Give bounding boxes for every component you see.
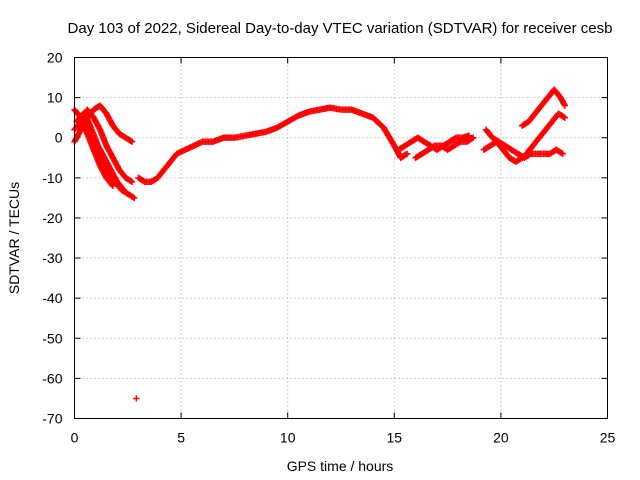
y-tick-label: -20 bbox=[42, 210, 62, 226]
data-point bbox=[128, 138, 136, 145]
series-track-d bbox=[81, 110, 127, 194]
series-track-a bbox=[71, 102, 136, 145]
series-track-j bbox=[519, 86, 569, 129]
data-point bbox=[469, 134, 477, 141]
data-point bbox=[129, 193, 137, 201]
data-point bbox=[560, 113, 567, 121]
y-axis-label: SDTVAR / TECUs bbox=[6, 182, 22, 294]
x-tick-label: 25 bbox=[600, 430, 616, 446]
chart-title: Day 103 of 2022, Sidereal Day-to-day VTE… bbox=[68, 20, 613, 37]
series-track-main bbox=[135, 104, 411, 186]
x-tick-labels: 0 5 10 15 20 25 bbox=[71, 430, 616, 446]
series-track-i bbox=[480, 138, 526, 165]
series-track-e bbox=[71, 106, 136, 186]
data-point bbox=[127, 137, 134, 145]
y-tick-label: -40 bbox=[42, 290, 62, 306]
y-tick-labels: -70 -60 -50 -40 -30 -20 -10 0 10 20 bbox=[42, 50, 62, 427]
data-point bbox=[402, 151, 410, 158]
x-tick-label: 20 bbox=[493, 430, 509, 446]
y-tick-label: 10 bbox=[47, 90, 63, 106]
plot-frame bbox=[74, 57, 608, 419]
grid bbox=[74, 57, 608, 419]
x-tick-label: 15 bbox=[387, 430, 403, 446]
data-point bbox=[468, 135, 476, 142]
y-tick-label: 0 bbox=[55, 130, 63, 146]
data-point bbox=[559, 150, 566, 157]
y-tick-label: -60 bbox=[42, 370, 62, 386]
y-tick-label: 20 bbox=[47, 50, 63, 66]
data-point bbox=[133, 395, 140, 402]
series-track-c bbox=[71, 106, 117, 190]
data-point bbox=[558, 149, 565, 157]
x-tick-label: 0 bbox=[71, 430, 79, 446]
data-point bbox=[403, 150, 411, 157]
data-point bbox=[130, 194, 138, 202]
data-point bbox=[517, 155, 525, 162]
y-tick-label: -50 bbox=[42, 330, 62, 346]
data-point bbox=[119, 185, 126, 192]
data-point bbox=[120, 186, 127, 194]
y-tick-label: -70 bbox=[42, 411, 62, 427]
x-axis-label: GPS time / hours bbox=[287, 458, 394, 474]
y-tick-label: -30 bbox=[42, 250, 62, 266]
series-outlier bbox=[133, 395, 140, 402]
data-point bbox=[108, 181, 116, 188]
data-point bbox=[109, 182, 117, 190]
data-marks bbox=[71, 86, 569, 402]
data-point bbox=[128, 178, 136, 186]
x-tick-label: 10 bbox=[280, 430, 296, 446]
x-tick-label: 5 bbox=[177, 430, 185, 446]
y-tick-label: -10 bbox=[42, 170, 62, 186]
data-point bbox=[561, 114, 569, 121]
data-point bbox=[127, 177, 134, 185]
data-point bbox=[561, 102, 569, 109]
series-track-g bbox=[412, 134, 477, 161]
series-track-k bbox=[523, 110, 569, 157]
data-point bbox=[519, 154, 526, 161]
